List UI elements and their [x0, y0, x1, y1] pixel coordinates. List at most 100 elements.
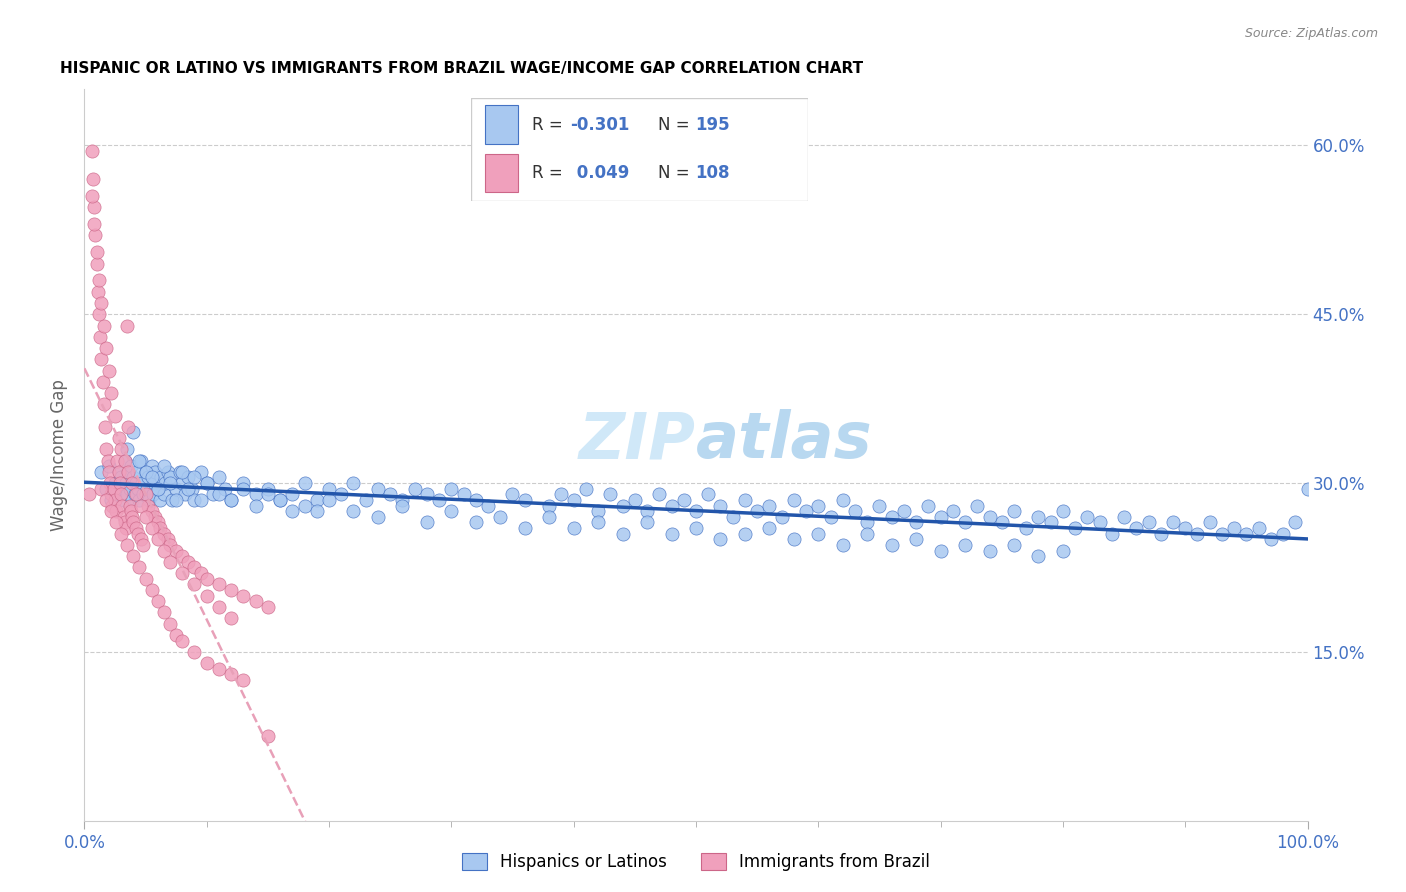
Point — [172, 549, 194, 564]
Point — [1052, 504, 1074, 518]
Point — [129, 453, 152, 467]
Point — [110, 487, 132, 501]
Point — [153, 487, 176, 501]
Point — [1247, 521, 1270, 535]
Point — [83, 200, 105, 214]
Point — [146, 516, 169, 530]
Point — [149, 521, 172, 535]
Text: Source: ZipAtlas.com: Source: ZipAtlas.com — [1244, 27, 1378, 40]
Point — [269, 492, 291, 507]
Point — [132, 487, 155, 501]
FancyBboxPatch shape — [485, 105, 519, 145]
Point — [90, 465, 112, 479]
Point — [586, 516, 609, 530]
Point — [87, 273, 110, 287]
Point — [195, 572, 218, 586]
Point — [115, 487, 138, 501]
Point — [1223, 521, 1246, 535]
Point — [269, 492, 291, 507]
Point — [120, 459, 142, 474]
Point — [1284, 516, 1306, 530]
Point — [122, 425, 145, 440]
Point — [129, 499, 152, 513]
Point — [1198, 516, 1220, 530]
Text: 195: 195 — [696, 116, 730, 134]
Point — [104, 409, 127, 423]
Point — [111, 482, 134, 496]
Point — [141, 459, 163, 474]
Point — [112, 509, 135, 524]
Point — [367, 509, 389, 524]
Point — [83, 217, 105, 231]
Point — [77, 487, 100, 501]
Point — [281, 504, 304, 518]
Point — [135, 465, 157, 479]
Point — [165, 543, 187, 558]
Point — [104, 476, 127, 491]
Point — [305, 492, 328, 507]
Text: 0.049: 0.049 — [571, 164, 628, 182]
Point — [110, 442, 132, 457]
Point — [107, 465, 129, 479]
Point — [172, 633, 194, 648]
Point — [183, 577, 205, 591]
Point — [1137, 516, 1160, 530]
Point — [165, 628, 187, 642]
Point — [195, 476, 218, 491]
Point — [100, 504, 122, 518]
Point — [685, 521, 707, 535]
Point — [214, 482, 236, 496]
Point — [195, 589, 218, 603]
Point — [342, 476, 364, 491]
Point — [125, 521, 148, 535]
Point — [128, 560, 150, 574]
Point — [1236, 526, 1258, 541]
Point — [150, 470, 173, 484]
FancyBboxPatch shape — [485, 153, 519, 193]
Point — [165, 492, 187, 507]
Point — [232, 482, 254, 496]
Point — [354, 492, 377, 507]
Point — [135, 572, 157, 586]
Point — [111, 499, 134, 513]
Point — [612, 526, 634, 541]
Point — [82, 172, 104, 186]
Point — [128, 492, 150, 507]
Point — [124, 487, 146, 501]
Point — [120, 504, 142, 518]
Point — [93, 318, 115, 333]
Point — [103, 482, 125, 496]
Point — [122, 516, 145, 530]
Point — [127, 526, 149, 541]
Point — [87, 285, 110, 299]
Text: -0.301: -0.301 — [571, 116, 630, 134]
Point — [966, 499, 988, 513]
Point — [831, 538, 853, 552]
Point — [562, 521, 585, 535]
Point — [219, 492, 242, 507]
Point — [257, 599, 280, 614]
Point — [550, 487, 572, 501]
Point — [342, 504, 364, 518]
Point — [172, 566, 194, 580]
Point — [143, 476, 166, 491]
Point — [127, 482, 149, 496]
Point — [208, 487, 231, 501]
Text: R =: R = — [531, 164, 568, 182]
Point — [80, 144, 103, 158]
Point — [929, 543, 952, 558]
Point — [153, 526, 176, 541]
Point — [257, 487, 280, 501]
Point — [97, 453, 120, 467]
Point — [117, 465, 139, 479]
Point — [219, 611, 242, 625]
Point — [893, 504, 915, 518]
Point — [115, 318, 138, 333]
Point — [502, 487, 524, 501]
Point — [1101, 526, 1123, 541]
Point — [391, 492, 413, 507]
Point — [110, 526, 132, 541]
Point — [141, 582, 163, 597]
Point — [125, 465, 148, 479]
Point — [97, 459, 120, 474]
